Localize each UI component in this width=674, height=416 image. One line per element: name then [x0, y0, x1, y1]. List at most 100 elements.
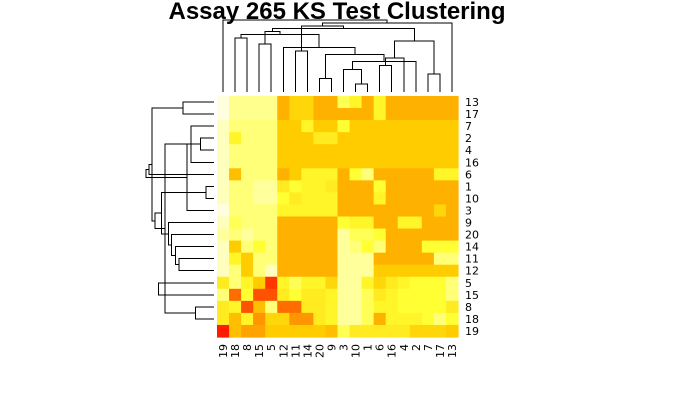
- heatmap-cell: [373, 252, 387, 266]
- heatmap-cell: [265, 168, 278, 181]
- heatmap-cell: [361, 204, 375, 218]
- heatmap-cell: [361, 156, 375, 169]
- heatmap-cell: [433, 96, 447, 109]
- heatmap-cell: [217, 228, 230, 242]
- heatmap-cell: [421, 144, 435, 157]
- heatmap-cell: [409, 228, 423, 242]
- heatmap-cell: [313, 252, 327, 266]
- heatmap-cell: [433, 156, 447, 169]
- heatmap-cell: [325, 180, 339, 193]
- heatmap-cell: [289, 300, 302, 314]
- row-label: 15: [465, 289, 479, 302]
- heatmap-cell: [277, 312, 290, 326]
- heatmap-cell: [337, 276, 351, 290]
- heatmap-cell: [301, 132, 314, 145]
- heatmap-cell: [433, 252, 447, 266]
- dendrogram-branch: [178, 258, 214, 272]
- heatmap-cell: [301, 276, 314, 290]
- dendrogram-branch: [427, 73, 441, 92]
- heatmap-cell: [373, 300, 387, 314]
- heatmap-cell: [241, 324, 254, 338]
- heatmap-cell: [397, 252, 411, 266]
- heatmap-cell: [289, 168, 302, 181]
- heatmap-cell: [373, 180, 387, 193]
- heatmap-cell: [373, 288, 387, 302]
- heatmap-cell: [421, 264, 435, 278]
- heatmap-cell: [361, 300, 375, 314]
- heatmap-cell: [397, 156, 411, 169]
- heatmap-cell: [217, 264, 230, 278]
- heatmap-cell: [289, 156, 302, 169]
- heatmap-cell: [241, 312, 254, 326]
- heatmap-cell: [265, 144, 278, 157]
- dendrogram-branch: [324, 53, 385, 79]
- heatmap-cell: [349, 276, 363, 290]
- heatmap-cell: [229, 156, 242, 169]
- heatmap-cell: [325, 312, 339, 326]
- heatmap-cell: [373, 120, 387, 133]
- heatmap-cell: [241, 288, 254, 302]
- heatmap-cell: [325, 288, 339, 302]
- heatmap-cell: [385, 264, 399, 278]
- heatmap-cell: [361, 144, 375, 157]
- heatmap-cell: [217, 204, 230, 218]
- heatmap-cell: [253, 252, 266, 266]
- heatmap-cell: [361, 96, 375, 109]
- heatmap-cell: [229, 180, 242, 193]
- heatmap-cell: [421, 168, 435, 181]
- heatmap-cell: [217, 216, 230, 230]
- heatmap-cell: [301, 228, 314, 242]
- heatmap-cell: [397, 180, 411, 193]
- heatmap-cell: [229, 240, 242, 254]
- heatmap-cell: [361, 192, 375, 206]
- column-labels: 19 18 8 15 5 12 11 14 20 9 3 10 1 6 16 4 2 7 17 13: [217, 344, 459, 358]
- heatmap-cell: [373, 276, 387, 290]
- column-label: 17: [434, 344, 447, 358]
- heatmap-cell: [385, 216, 399, 230]
- dendrogram-branch: [151, 107, 183, 222]
- heatmap-cell: [217, 132, 230, 145]
- heatmap-cell: [253, 156, 266, 169]
- column-label: 6: [374, 344, 387, 351]
- heatmap-cell: [445, 228, 459, 242]
- heatmap-cell: [289, 204, 302, 218]
- column-label: 14: [301, 344, 314, 358]
- heatmap-cell: [301, 216, 314, 230]
- heatmap-cell: [265, 300, 278, 314]
- heatmap-cell: [229, 216, 242, 230]
- heatmap-cell: [373, 216, 387, 230]
- heatmap-cell: [349, 288, 363, 302]
- heatmap-cell: [301, 288, 314, 302]
- heatmap-cell: [301, 240, 314, 254]
- heatmap-cell: [313, 228, 327, 242]
- heatmap-cell: [409, 288, 423, 302]
- heatmap-cell: [229, 192, 242, 206]
- heatmap-cell: [325, 252, 339, 266]
- heatmap-cell: [217, 324, 230, 338]
- heatmap-cell: [337, 300, 351, 314]
- heatmap-cell: [385, 288, 399, 302]
- heatmap-cell: [445, 180, 459, 193]
- heatmap-cell: [409, 144, 423, 157]
- heatmap-cell: [313, 120, 327, 133]
- dendrogram-branch: [222, 19, 388, 92]
- column-label: 10: [350, 344, 363, 358]
- heatmap-cell: [289, 312, 302, 326]
- heatmap-cell: [253, 96, 266, 109]
- heatmap-cell: [253, 192, 266, 206]
- heatmap-cell: [385, 324, 399, 338]
- heatmap-cell: [409, 240, 423, 254]
- heatmap-cell: [217, 240, 230, 254]
- heatmap-cell: [385, 300, 399, 314]
- heatmap-cell: [313, 96, 327, 109]
- heatmap-cell: [325, 204, 339, 218]
- heatmap-cell: [397, 240, 411, 254]
- heatmap-cell: [421, 312, 435, 326]
- column-label: 2: [410, 344, 423, 351]
- heatmap-cell: [397, 324, 411, 338]
- heatmap-cell: [265, 312, 278, 326]
- heatmap-cell: [433, 288, 447, 302]
- heatmap-cell: [217, 180, 230, 193]
- heatmap-cell: [337, 288, 351, 302]
- heatmap-cell: [301, 144, 314, 157]
